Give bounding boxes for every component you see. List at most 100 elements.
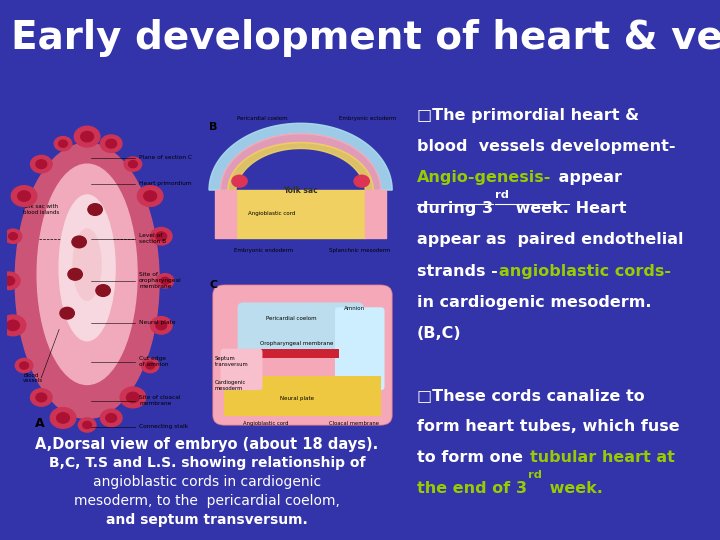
Circle shape (150, 316, 172, 334)
Circle shape (15, 359, 33, 373)
Circle shape (156, 274, 174, 288)
Circle shape (30, 389, 52, 406)
Circle shape (88, 204, 102, 215)
Circle shape (50, 408, 76, 428)
Circle shape (145, 362, 155, 369)
Text: Connecting stalk: Connecting stalk (139, 424, 188, 429)
Text: Embryonic endoderm: Embryonic endoderm (234, 248, 293, 253)
Circle shape (12, 186, 37, 206)
Text: Angioblastic cord: Angioblastic cord (248, 211, 296, 217)
Text: during 3: during 3 (417, 201, 493, 217)
Text: Site of cloacal
membrane: Site of cloacal membrane (139, 395, 181, 406)
Text: angioblastic cords-: angioblastic cords- (499, 264, 671, 279)
Text: Cut edge
of amnion: Cut edge of amnion (139, 356, 168, 367)
FancyBboxPatch shape (220, 349, 262, 390)
Text: □The primordial heart &: □The primordial heart & (417, 108, 639, 123)
Text: Early development of heart & vessels: Early development of heart & vessels (11, 19, 720, 57)
Circle shape (100, 409, 122, 427)
Text: Oropharyngeal membrane: Oropharyngeal membrane (260, 341, 333, 347)
Circle shape (120, 387, 145, 408)
Circle shape (354, 175, 369, 187)
Circle shape (6, 320, 19, 330)
Bar (225, 376, 381, 416)
Polygon shape (209, 123, 392, 190)
Ellipse shape (37, 164, 137, 384)
Text: Pericardial coelom: Pericardial coelom (237, 116, 288, 122)
Text: C: C (209, 280, 217, 290)
Polygon shape (228, 143, 373, 193)
FancyBboxPatch shape (335, 307, 384, 390)
Text: and septum transversum.: and septum transversum. (106, 513, 308, 526)
Circle shape (68, 268, 82, 280)
Text: to form one: to form one (417, 450, 528, 465)
Text: Angio-genesis-: Angio-genesis- (417, 170, 552, 185)
Circle shape (161, 277, 169, 285)
Circle shape (141, 359, 159, 373)
Text: A: A (35, 416, 45, 430)
Circle shape (150, 227, 172, 245)
Text: Cloacal membrane: Cloacal membrane (329, 421, 379, 426)
Circle shape (138, 186, 163, 206)
Text: A,Dorsal view of embryo (about 18 days).: A,Dorsal view of embryo (about 18 days). (35, 437, 379, 451)
Circle shape (96, 285, 110, 296)
Text: the end of 3: the end of 3 (417, 481, 527, 496)
Circle shape (54, 137, 72, 151)
Text: angioblastic cords in cardiogenic: angioblastic cords in cardiogenic (93, 475, 321, 489)
Circle shape (0, 272, 20, 289)
Circle shape (4, 276, 14, 285)
Circle shape (144, 191, 156, 201)
Circle shape (36, 160, 47, 168)
Circle shape (57, 413, 69, 423)
Text: Plane of section C: Plane of section C (139, 155, 192, 160)
Text: week.: week. (510, 201, 569, 217)
Text: Blood
vessels: Blood vessels (23, 373, 43, 383)
Text: rd: rd (495, 191, 508, 200)
Text: form heart tubes, which fuse: form heart tubes, which fuse (417, 419, 680, 434)
Circle shape (156, 321, 166, 330)
Text: B,C, T.S and L.S. showing relationship of: B,C, T.S and L.S. showing relationship o… (49, 456, 365, 470)
Text: blood  vessels development-: blood vessels development- (417, 139, 675, 154)
Circle shape (124, 157, 142, 171)
Ellipse shape (15, 143, 159, 418)
Circle shape (74, 126, 100, 147)
Polygon shape (220, 134, 381, 190)
Circle shape (60, 307, 74, 319)
Circle shape (106, 414, 117, 422)
Text: (B,C): (B,C) (417, 326, 462, 341)
Text: Site of
oropharyngeal
membrane: Site of oropharyngeal membrane (139, 273, 182, 289)
Text: rd: rd (528, 470, 542, 481)
Circle shape (78, 418, 96, 432)
Circle shape (156, 232, 166, 241)
Text: Yolk sac with
blood islands: Yolk sac with blood islands (23, 204, 60, 215)
FancyBboxPatch shape (213, 285, 392, 425)
Circle shape (83, 421, 91, 429)
FancyBboxPatch shape (238, 302, 364, 356)
Text: Amnion: Amnion (343, 306, 364, 312)
Circle shape (36, 393, 47, 402)
Text: appear as  paired endothelial: appear as paired endothelial (417, 232, 683, 247)
Text: Heart primordium: Heart primordium (139, 181, 192, 186)
Text: strands -: strands - (417, 264, 498, 279)
Text: □These cords canalize to: □These cords canalize to (417, 388, 644, 403)
Circle shape (100, 135, 122, 152)
Text: Level of
section B: Level of section B (139, 233, 166, 244)
Circle shape (9, 233, 17, 240)
Text: Neural plate: Neural plate (280, 396, 314, 401)
Circle shape (4, 229, 22, 244)
Text: Heart: Heart (570, 201, 627, 217)
Circle shape (72, 236, 86, 248)
Text: Yolk sac: Yolk sac (283, 186, 318, 194)
Text: week.: week. (544, 481, 603, 496)
Circle shape (19, 362, 29, 369)
Text: in cardiogenic mesoderm.: in cardiogenic mesoderm. (417, 295, 652, 309)
Text: Septum
transversum: Septum transversum (215, 356, 248, 367)
Text: Splanchnic mesoderm: Splanchnic mesoderm (329, 248, 390, 253)
Circle shape (58, 140, 68, 147)
Circle shape (18, 191, 30, 201)
Text: Cardiogenic
mesoderm: Cardiogenic mesoderm (215, 380, 246, 391)
Circle shape (30, 156, 52, 173)
Text: Neural plate: Neural plate (139, 320, 176, 326)
Text: mesoderm, to the  pericardial coelom,: mesoderm, to the pericardial coelom, (74, 494, 340, 508)
Ellipse shape (59, 195, 115, 341)
Circle shape (81, 131, 94, 142)
